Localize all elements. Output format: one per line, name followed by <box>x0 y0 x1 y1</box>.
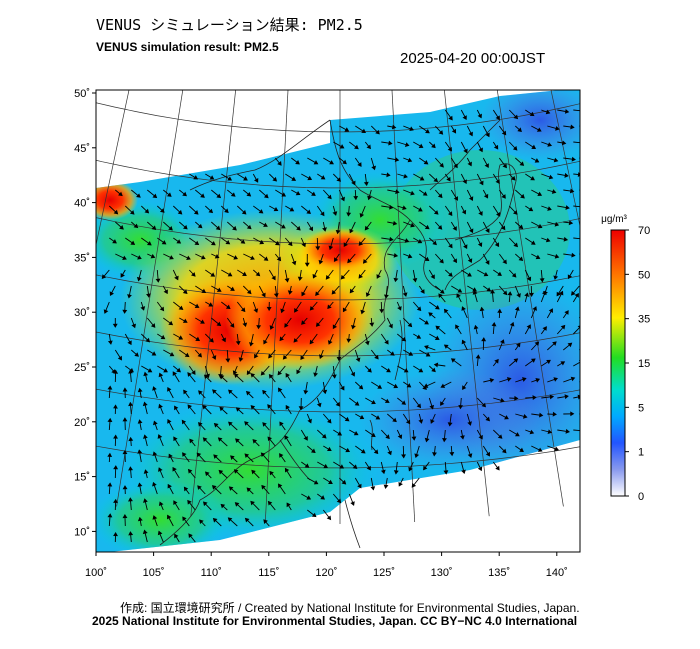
colorbar-tick-label: 50 <box>638 269 650 281</box>
lat-tick-label: 45˚ <box>74 143 90 155</box>
colorbar-labels: 70 50 35 15 5 1 0 <box>625 225 650 503</box>
lon-tick-label: 130˚ <box>431 567 453 579</box>
colorbar-tick-label: 35 <box>638 314 650 326</box>
colorbar-tick-label: 1 <box>638 447 644 459</box>
colorbar-tick-label: 0 <box>638 491 644 503</box>
lon-tick-label: 125˚ <box>373 567 395 579</box>
lat-tick-label: 30˚ <box>74 307 90 319</box>
lon-tick-label: 120˚ <box>315 567 337 579</box>
lon-tick-label: 115˚ <box>258 567 279 579</box>
longitude-axis: 100˚ 105˚ 110˚ 115˚ 120˚ 125˚ 130˚ 135˚ 140˚ <box>85 552 568 579</box>
lat-tick-label: 35˚ <box>74 252 90 264</box>
lat-tick-label: 15˚ <box>74 472 90 484</box>
colorbar-tick-label: 70 <box>638 225 650 237</box>
credit-japanese: 作成: 国立環境研究所 / Created by National Instit… <box>120 601 580 615</box>
lat-tick-label: 25˚ <box>74 362 90 374</box>
timestamp: 2025-04-20 00:00JST <box>400 50 546 67</box>
credit-english: 2025 National Institute for Environmenta… <box>92 614 578 628</box>
latitude-axis: 50˚ 45˚ 40˚ 35˚ 30˚ 25˚ 20˚ 15˚ 10˚ <box>74 88 96 538</box>
lat-tick-label: 50˚ <box>74 88 90 100</box>
lon-tick-label: 105˚ <box>143 567 165 579</box>
lon-tick-label: 135˚ <box>488 567 510 579</box>
title-english: VENUS simulation result: PM2.5 <box>96 40 279 54</box>
lat-tick-label: 20˚ <box>74 417 90 429</box>
title-japanese: VENUS シミュレーション結果: PM2.5 <box>96 16 363 34</box>
map-frame <box>95 89 581 553</box>
colorbar-tick-label: 15 <box>638 358 650 370</box>
lon-tick-label: 110˚ <box>201 567 222 579</box>
map-plot-area <box>96 90 580 552</box>
colorbar-tick-label: 5 <box>638 402 644 414</box>
colorbar-unit-label: μg/m³ <box>601 214 627 225</box>
lon-tick-label: 100˚ <box>85 567 107 579</box>
colorbar-gradient <box>610 229 626 497</box>
wind-vectors <box>101 109 580 543</box>
lat-tick-label: 10˚ <box>74 526 90 538</box>
colorbar: μg/m³ 70 50 35 15 5 1 0 <box>601 214 650 503</box>
lat-tick-label: 40˚ <box>74 198 90 210</box>
lon-tick-label: 140˚ <box>546 567 568 579</box>
